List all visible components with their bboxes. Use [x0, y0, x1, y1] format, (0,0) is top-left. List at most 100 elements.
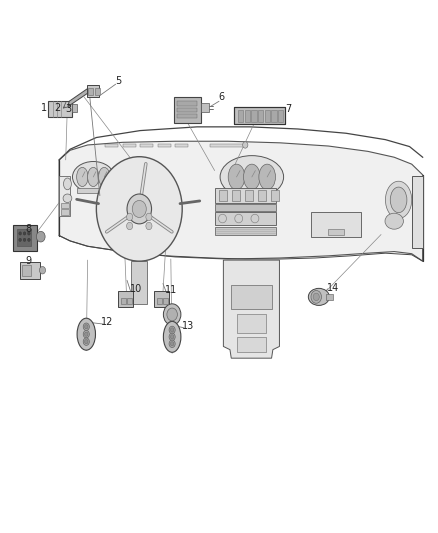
- Bar: [258, 110, 263, 122]
- Bar: [175, 144, 188, 147]
- Circle shape: [85, 332, 88, 336]
- Circle shape: [169, 340, 175, 348]
- Circle shape: [85, 325, 88, 329]
- Bar: [265, 110, 270, 122]
- Text: 5: 5: [115, 76, 121, 86]
- Bar: [13, 225, 37, 251]
- Bar: [215, 227, 276, 235]
- Bar: [177, 101, 197, 106]
- Circle shape: [23, 232, 26, 235]
- Circle shape: [169, 333, 175, 341]
- Bar: [72, 104, 77, 112]
- Text: 1: 1: [41, 103, 47, 112]
- Bar: [59, 176, 70, 216]
- Circle shape: [313, 293, 319, 301]
- Text: 8: 8: [25, 224, 32, 234]
- Circle shape: [83, 338, 89, 345]
- Bar: [244, 110, 250, 122]
- Circle shape: [85, 340, 88, 344]
- Circle shape: [127, 222, 133, 230]
- Circle shape: [169, 326, 175, 334]
- Bar: [121, 298, 126, 304]
- Bar: [61, 209, 69, 215]
- Ellipse shape: [163, 321, 181, 352]
- Bar: [245, 190, 253, 201]
- Bar: [271, 190, 279, 201]
- Text: 3: 3: [65, 104, 71, 114]
- Text: 11: 11: [165, 286, 177, 295]
- Bar: [258, 190, 265, 201]
- Text: 9: 9: [25, 256, 32, 266]
- Ellipse shape: [244, 164, 260, 190]
- Polygon shape: [68, 88, 88, 107]
- Bar: [215, 188, 276, 203]
- Polygon shape: [59, 141, 423, 261]
- Circle shape: [19, 232, 21, 235]
- Bar: [238, 110, 243, 122]
- Bar: [154, 291, 169, 307]
- Circle shape: [19, 238, 21, 241]
- Bar: [127, 298, 132, 304]
- Ellipse shape: [390, 187, 407, 213]
- Circle shape: [36, 231, 45, 242]
- Bar: [163, 298, 168, 304]
- Polygon shape: [223, 260, 279, 358]
- Ellipse shape: [64, 178, 71, 190]
- Bar: [237, 337, 266, 352]
- Circle shape: [23, 238, 26, 241]
- Circle shape: [163, 304, 181, 325]
- Ellipse shape: [228, 164, 245, 190]
- Bar: [95, 88, 100, 95]
- Ellipse shape: [220, 156, 284, 198]
- Bar: [215, 212, 276, 225]
- Bar: [210, 144, 247, 147]
- Text: 2: 2: [54, 103, 60, 112]
- Circle shape: [83, 323, 89, 330]
- Circle shape: [170, 335, 174, 339]
- Bar: [88, 88, 93, 95]
- Ellipse shape: [88, 167, 99, 187]
- Ellipse shape: [385, 181, 412, 219]
- Text: 12: 12: [101, 318, 113, 327]
- Ellipse shape: [99, 167, 110, 187]
- Circle shape: [146, 213, 152, 221]
- Ellipse shape: [308, 288, 329, 305]
- Bar: [251, 110, 257, 122]
- Bar: [123, 144, 136, 147]
- Bar: [278, 110, 283, 122]
- Bar: [311, 212, 361, 237]
- Bar: [157, 298, 162, 304]
- Bar: [328, 229, 344, 235]
- Bar: [158, 144, 171, 147]
- Circle shape: [83, 330, 89, 338]
- Bar: [272, 110, 277, 122]
- Circle shape: [127, 194, 152, 224]
- Bar: [219, 190, 227, 201]
- Circle shape: [132, 200, 146, 217]
- Bar: [231, 285, 272, 309]
- Bar: [215, 204, 276, 211]
- Bar: [177, 114, 197, 118]
- Circle shape: [243, 142, 248, 148]
- Ellipse shape: [63, 194, 72, 203]
- Ellipse shape: [77, 318, 95, 350]
- Circle shape: [170, 328, 174, 332]
- Bar: [174, 97, 201, 123]
- Bar: [412, 176, 423, 248]
- Bar: [118, 291, 133, 307]
- Text: 13: 13: [182, 321, 194, 331]
- Text: 10: 10: [130, 284, 142, 294]
- Circle shape: [146, 222, 152, 230]
- Bar: [237, 314, 266, 333]
- Circle shape: [167, 308, 177, 321]
- Bar: [61, 203, 69, 208]
- Bar: [232, 190, 240, 201]
- Circle shape: [39, 266, 46, 274]
- Circle shape: [170, 342, 174, 346]
- Bar: [140, 144, 153, 147]
- Bar: [77, 188, 111, 193]
- Circle shape: [96, 157, 182, 261]
- Circle shape: [28, 238, 30, 241]
- Ellipse shape: [259, 164, 276, 190]
- Bar: [22, 265, 31, 276]
